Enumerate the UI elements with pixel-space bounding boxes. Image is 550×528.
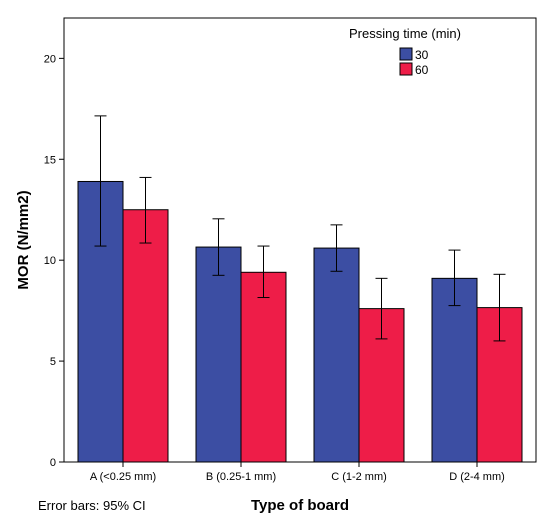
y-axis: 0 5 10 15 20 <box>44 53 64 469</box>
bar-series-60-1 <box>122 209 169 463</box>
x-tick-label: A (<0.25 mm) <box>90 471 156 483</box>
error-bar-footnote: Error bars: 95% CI <box>38 498 146 513</box>
legend-label-60: 60 <box>415 63 429 77</box>
plot-frame <box>63 17 537 463</box>
bars-group <box>77 180 523 463</box>
y-tick-label: 0 <box>50 457 56 469</box>
legend-label-30: 30 <box>415 48 429 62</box>
x-tick-label: B (0.25-1 mm) <box>206 471 276 483</box>
bar-series-30-3 <box>313 247 360 463</box>
legend-swatch-30 <box>399 47 413 61</box>
y-axis-title: MOR (N/mm2) <box>15 190 32 289</box>
y-tick-label: 20 <box>44 53 56 65</box>
x-tick-label: D (2-4 mm) <box>449 471 505 483</box>
y-tick-label: 10 <box>44 255 56 267</box>
error-bars-group <box>94 115 506 342</box>
legend-title: Pressing time (min) <box>349 26 461 41</box>
x-axis: A (<0.25 mm) B (0.25-1 mm) C (1-2 mm) D (2-… <box>90 462 505 483</box>
bar-series-60-2 <box>240 271 287 463</box>
bar-series-30-2 <box>195 246 242 463</box>
x-tick-label: C (1-2 mm) <box>331 471 387 483</box>
y-tick-label: 15 <box>44 154 56 166</box>
x-axis-title: Type of board <box>251 497 349 514</box>
y-tick-label: 5 <box>50 356 56 368</box>
legend-swatch-60 <box>399 62 413 76</box>
